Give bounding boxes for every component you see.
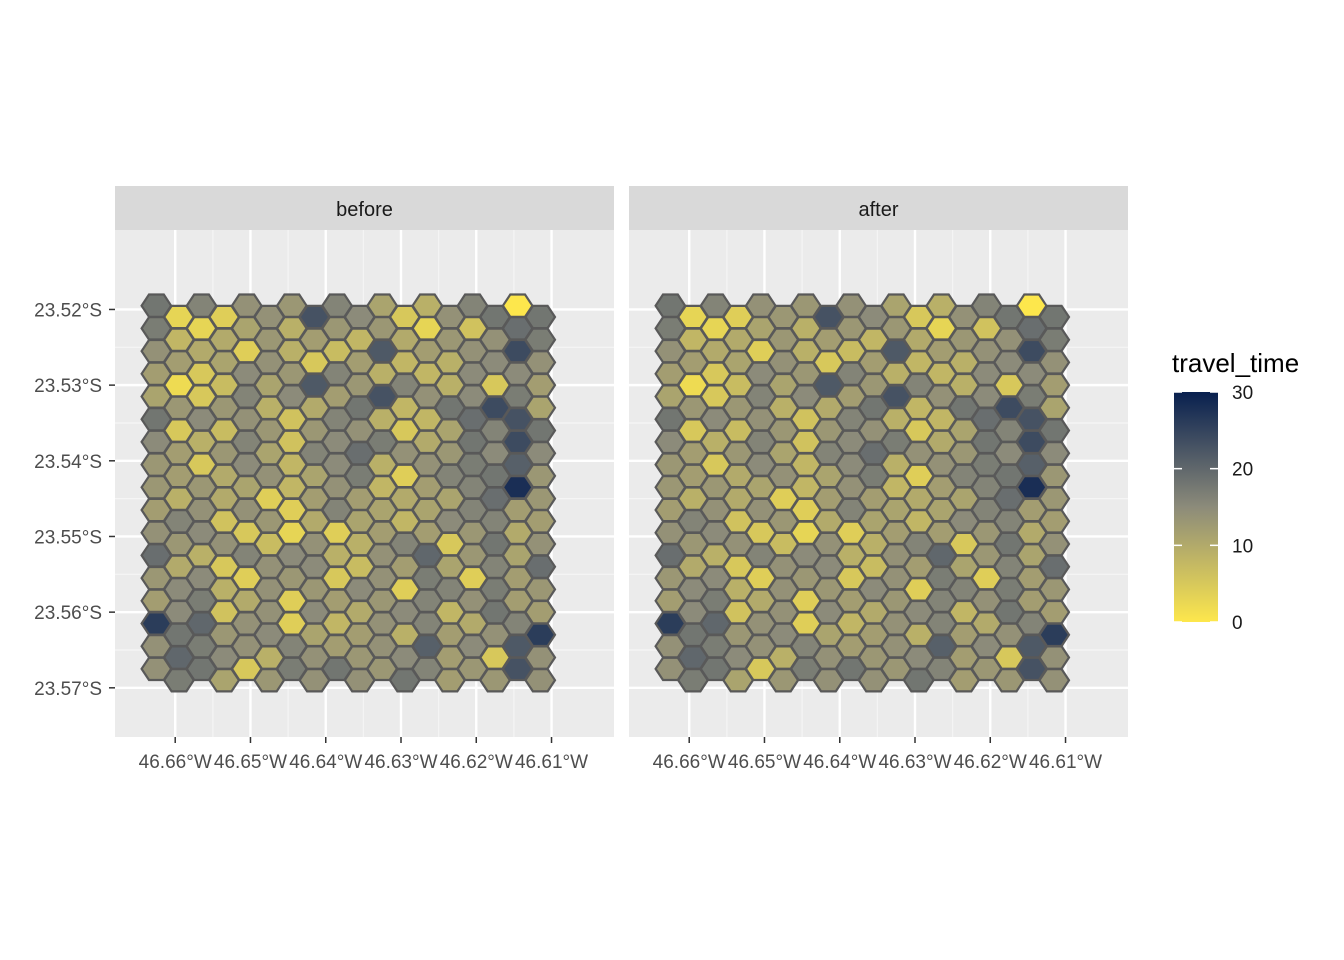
x-tick-label: 46.66°W	[139, 752, 212, 773]
hex-cell	[1038, 554, 1071, 580]
hex-cell	[1038, 463, 1071, 489]
x-tick-label: 46.63°W	[364, 752, 437, 773]
hex-cell	[524, 372, 557, 398]
x-tick-label: 46.66°W	[653, 752, 726, 773]
hex-cell	[1038, 622, 1071, 648]
hex-cell	[1038, 350, 1071, 375]
facet-panel-before: before 46.66°W 46.65°W 46.64°W 46.63°W 46.62°…	[115, 186, 614, 773]
legend: travel_time 0 10 20 30	[1172, 348, 1299, 634]
hex-cell	[524, 395, 557, 421]
hex-cell	[1038, 418, 1071, 443]
hex-cell	[1038, 645, 1071, 670]
hex-cell	[524, 509, 557, 534]
legend-colorbar	[1174, 392, 1218, 622]
legend-tick-label: 0	[1232, 613, 1243, 634]
x-tick-label: 46.63°W	[878, 752, 951, 773]
y-tick-label: 23.54°S	[34, 452, 102, 473]
hex-cell	[1038, 304, 1071, 330]
hex-cell	[1038, 486, 1071, 511]
hex-cell	[524, 554, 557, 580]
hex-cell	[1038, 327, 1071, 352]
hex-cell	[524, 463, 557, 489]
hexagon-layer	[654, 293, 1071, 693]
hex-cell	[524, 486, 557, 511]
facet-strip	[629, 186, 1128, 230]
legend-tick-label: 30	[1232, 383, 1253, 404]
hex-cell	[1038, 531, 1071, 557]
facet-strip-label: before	[336, 199, 393, 221]
x-tick-label: 46.62°W	[954, 752, 1027, 773]
facet-strip-label: after	[858, 199, 898, 221]
hex-cell	[1038, 395, 1071, 421]
hex-cell	[524, 418, 557, 443]
hex-cell	[1038, 577, 1071, 602]
hex-cell	[524, 645, 557, 670]
y-axis: 23.52°S 23.53°S 23.54°S 23.55°S 23.56°S 23.57…	[34, 300, 115, 700]
hex-cell	[524, 327, 557, 352]
hex-cell	[1038, 667, 1071, 693]
x-tick-label: 46.62°W	[440, 752, 513, 773]
hex-cell	[524, 304, 557, 330]
y-tick-label: 23.55°S	[34, 527, 102, 548]
x-tick-label: 46.64°W	[289, 752, 362, 773]
hex-cell	[524, 577, 557, 602]
hex-cell	[524, 350, 557, 375]
hex-cell	[1038, 441, 1071, 466]
y-tick-label: 23.57°S	[34, 679, 102, 700]
x-tick-label: 46.65°W	[214, 752, 287, 773]
y-tick-label: 23.56°S	[34, 603, 102, 624]
legend-tick-label: 10	[1232, 536, 1253, 557]
hex-cell	[524, 667, 557, 693]
y-tick-label: 23.53°S	[34, 376, 102, 397]
legend-title: travel_time	[1172, 348, 1299, 378]
x-tick-label: 46.61°W	[515, 752, 588, 773]
hex-cell	[1038, 509, 1071, 534]
x-tick-label: 46.65°W	[728, 752, 801, 773]
x-tick-label: 46.64°W	[803, 752, 876, 773]
hex-cell	[1038, 599, 1071, 625]
facet-panel-after: after 46.66°W 46.65°W 46.64°W 46.63°W 46.62°W…	[629, 186, 1128, 773]
hex-cell	[524, 622, 557, 648]
facet-strip	[115, 186, 614, 230]
hex-cell	[524, 599, 557, 625]
y-tick-label: 23.52°S	[34, 300, 102, 321]
hexagon-layer	[140, 293, 557, 693]
legend-tick-label: 20	[1232, 460, 1253, 481]
legend-ticks: 0 10 20 30	[1174, 383, 1253, 634]
x-tick-label: 46.61°W	[1029, 752, 1102, 773]
hex-cell	[524, 531, 557, 557]
hex-cell	[1038, 372, 1071, 398]
hex-cell	[524, 441, 557, 466]
